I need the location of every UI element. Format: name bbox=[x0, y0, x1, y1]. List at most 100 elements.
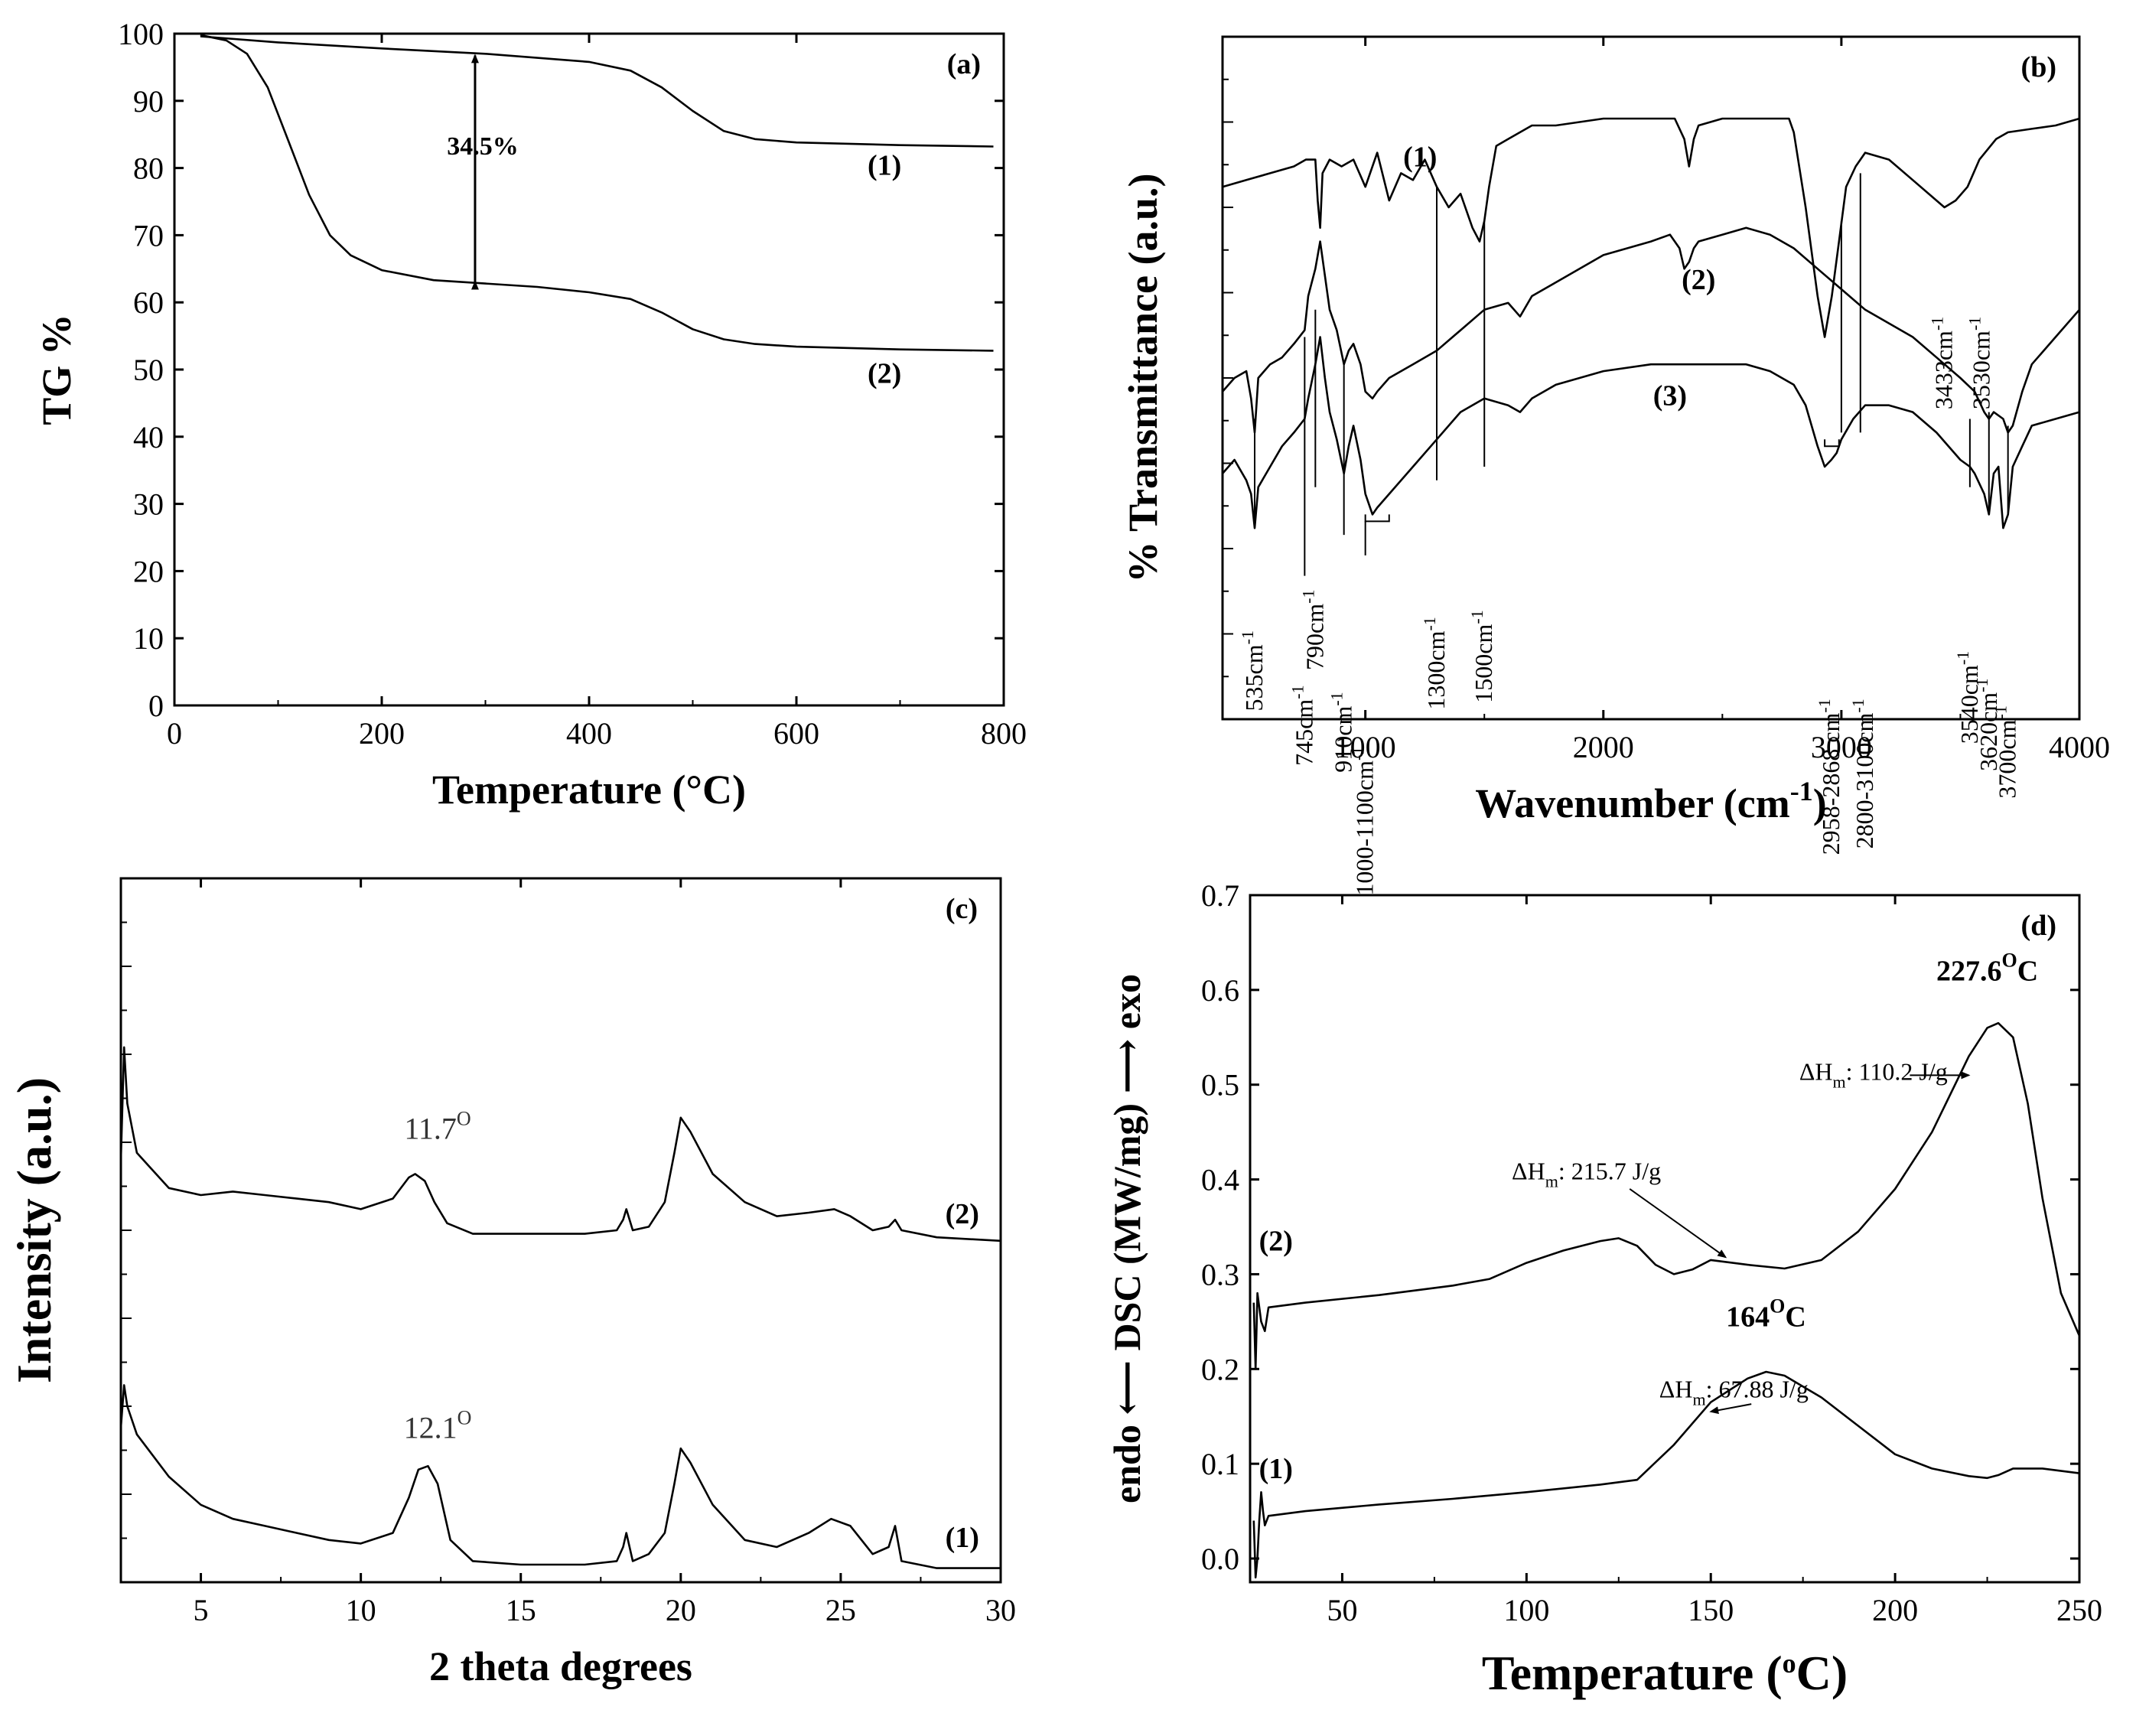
x-tick-label: 50 bbox=[1327, 1593, 1357, 1627]
peak-label: 745cm-1 bbox=[1288, 685, 1317, 765]
enthalpy-label-text: : 67.88 J/g bbox=[1706, 1375, 1809, 1402]
peak-label-sup: O bbox=[2001, 949, 2017, 971]
peak-label-text: 1000-1100cm bbox=[1351, 761, 1379, 896]
peak-label: 1500cm-1 bbox=[1467, 610, 1497, 702]
y-tick-label: 0.0 bbox=[1201, 1542, 1239, 1576]
x-tick-label: 4000 bbox=[2049, 730, 2110, 764]
peak-label: 535cm-1 bbox=[1238, 630, 1268, 711]
series-line-c-2 bbox=[119, 1046, 1001, 1243]
loss-label: 34.5% bbox=[447, 132, 519, 161]
peak-label: 3530cm-1 bbox=[1965, 317, 1994, 409]
x-axis-label-end: C) bbox=[1796, 1646, 1848, 1700]
x-axis-label: Temperature (°C) bbox=[432, 767, 746, 813]
peak-label: 164OC bbox=[1726, 1295, 1806, 1334]
peak-label-text: 227.6 bbox=[1936, 955, 2002, 987]
peak-label: 3433cm-1 bbox=[1928, 317, 1958, 409]
peak-label-sup: -1 bbox=[1848, 699, 1867, 712]
y-tick-label: 80 bbox=[133, 151, 164, 186]
peak-label-sup: -1 bbox=[1298, 590, 1317, 604]
y-axis-label: TG % bbox=[34, 314, 80, 425]
series-line-b-3 bbox=[1222, 336, 2080, 529]
enthalpy-label-sub: m bbox=[1692, 1389, 1705, 1409]
y-tick-label: 90 bbox=[133, 84, 164, 119]
range-bracket bbox=[1840, 173, 1861, 433]
y-tick-label: 70 bbox=[133, 218, 164, 252]
plot-frame-c bbox=[119, 877, 1002, 1584]
panel-label-c: (c) bbox=[946, 893, 978, 925]
series-line-d-1 bbox=[1252, 1370, 2080, 1579]
panel-c: 5 10 15 20 25 30 (c) (2) (1) 2 theta degrees Inten… bbox=[7, 877, 1016, 1689]
peak-label: 11.7O bbox=[404, 1107, 471, 1145]
curve-label: (1) bbox=[1259, 1453, 1293, 1485]
panel-label-b: (b) bbox=[2021, 51, 2056, 83]
x-tick-label: 30 bbox=[985, 1593, 1016, 1627]
peak-label-sup: -1 bbox=[1349, 747, 1368, 761]
x-axis-label: Wavenumber (cm-1) bbox=[1475, 776, 1826, 826]
y-tick-label: 40 bbox=[133, 420, 164, 454]
x-tick-label: 3000 bbox=[1811, 730, 1872, 764]
enthalpy-label-text: : 215.7 J/g bbox=[1558, 1158, 1661, 1185]
peak-label: 3700cm-1 bbox=[1991, 705, 2021, 798]
peak-label-text: 164 bbox=[1726, 1301, 1770, 1334]
range-bracket bbox=[1364, 514, 1390, 523]
x-axis-label-text: Temperature (°C) bbox=[432, 767, 746, 813]
range-bracket bbox=[1824, 439, 1840, 448]
peak-label-text: 790cm bbox=[1301, 604, 1328, 670]
peak-label-text: 1300cm bbox=[1422, 630, 1450, 709]
peak-label-sup: O bbox=[457, 1107, 471, 1129]
peak-label-sup: -1 bbox=[1238, 630, 1257, 644]
y-tick-label: 60 bbox=[133, 285, 164, 320]
series-line-c-1 bbox=[119, 1384, 1001, 1569]
y-tick-label: 0.7 bbox=[1201, 878, 1239, 913]
y-tick-label: 0 bbox=[148, 689, 164, 723]
peak-label: 1300cm-1 bbox=[1420, 617, 1450, 709]
peak-label-text: 3433cm bbox=[1930, 331, 1958, 409]
y-tick-label: 20 bbox=[133, 554, 164, 588]
peak-label-text: 3620cm bbox=[1975, 692, 2002, 771]
curve-label: (2) bbox=[868, 358, 901, 390]
curve-label: (2) bbox=[1682, 264, 1715, 296]
panel-d: 50 100 150 200 250 0.0 0.1 0.2 0.3 0.4 0.5 0.6 0.7 (d… bbox=[1105, 878, 2102, 1700]
peak-label-text: 2800-3100cm bbox=[1851, 712, 1878, 848]
y-axis-label: % Transmittance (a.u.) bbox=[1120, 174, 1166, 583]
peak-label-sup: -1 bbox=[1953, 651, 1972, 665]
peak-label-sup: -1 bbox=[1815, 699, 1834, 712]
panel-b: 1000 2000 3000 4000 (b) (1) (2) (3) Wavenumber (… bbox=[1120, 35, 2110, 896]
peak-label-sup: O bbox=[1770, 1295, 1785, 1317]
x-tick-label: 2000 bbox=[1573, 730, 1634, 764]
enthalpy-label: ΔHm: 110.2 J/g bbox=[1799, 1058, 1948, 1092]
y-tick-label: 0.3 bbox=[1201, 1257, 1239, 1291]
curve-label: (1) bbox=[868, 149, 901, 181]
peak-label: 227.6OC bbox=[1936, 949, 2038, 987]
peak-label: 3620cm-1 bbox=[1972, 678, 2002, 770]
peak-label-end: C bbox=[2017, 955, 2038, 987]
x-tick-label: 15 bbox=[506, 1593, 536, 1627]
peak-label: 12.1O bbox=[404, 1406, 472, 1444]
series-line-a-1 bbox=[200, 35, 994, 148]
peak-label-sup: -1 bbox=[1965, 317, 1984, 331]
enthalpy-label: ΔHm: 67.88 J/g bbox=[1659, 1375, 1809, 1409]
curve-label: (1) bbox=[1403, 141, 1437, 173]
x-tick-label: 150 bbox=[1688, 1593, 1734, 1627]
y-tick-label: 0.5 bbox=[1201, 1068, 1239, 1103]
plot-frame-d bbox=[1249, 894, 2081, 1584]
y-tick-label: 0.1 bbox=[1201, 1447, 1239, 1481]
y-tick-label: 0.4 bbox=[1201, 1163, 1239, 1197]
y-tick-label: 50 bbox=[133, 353, 164, 387]
y-tick-label: 0.6 bbox=[1201, 973, 1239, 1008]
peak-label-text: 3700cm bbox=[1994, 719, 2021, 798]
x-tick-label: 200 bbox=[359, 716, 405, 751]
peak-label-text: 910cm bbox=[1330, 706, 1357, 773]
peak-label-sup: -1 bbox=[1991, 705, 2011, 719]
y-axis-label: Intensity (a.u.) bbox=[7, 1077, 61, 1383]
peak-label-sup: -1 bbox=[1327, 692, 1346, 705]
peak-label: 2958-2868 cm-1 bbox=[1815, 699, 1845, 855]
peak-label-sup: -1 bbox=[1467, 610, 1486, 624]
peak-label-sup: -1 bbox=[1288, 685, 1307, 699]
enthalpy-label-text: : 110.2 J/g bbox=[1846, 1058, 1948, 1086]
enthalpy-label: ΔHm: 215.7 J/g bbox=[1512, 1158, 1661, 1191]
enthalpy-arrow bbox=[1709, 1403, 1752, 1415]
x-tick-label: 10 bbox=[346, 1593, 376, 1627]
peak-label: 3540cm-1 bbox=[1953, 651, 1983, 744]
